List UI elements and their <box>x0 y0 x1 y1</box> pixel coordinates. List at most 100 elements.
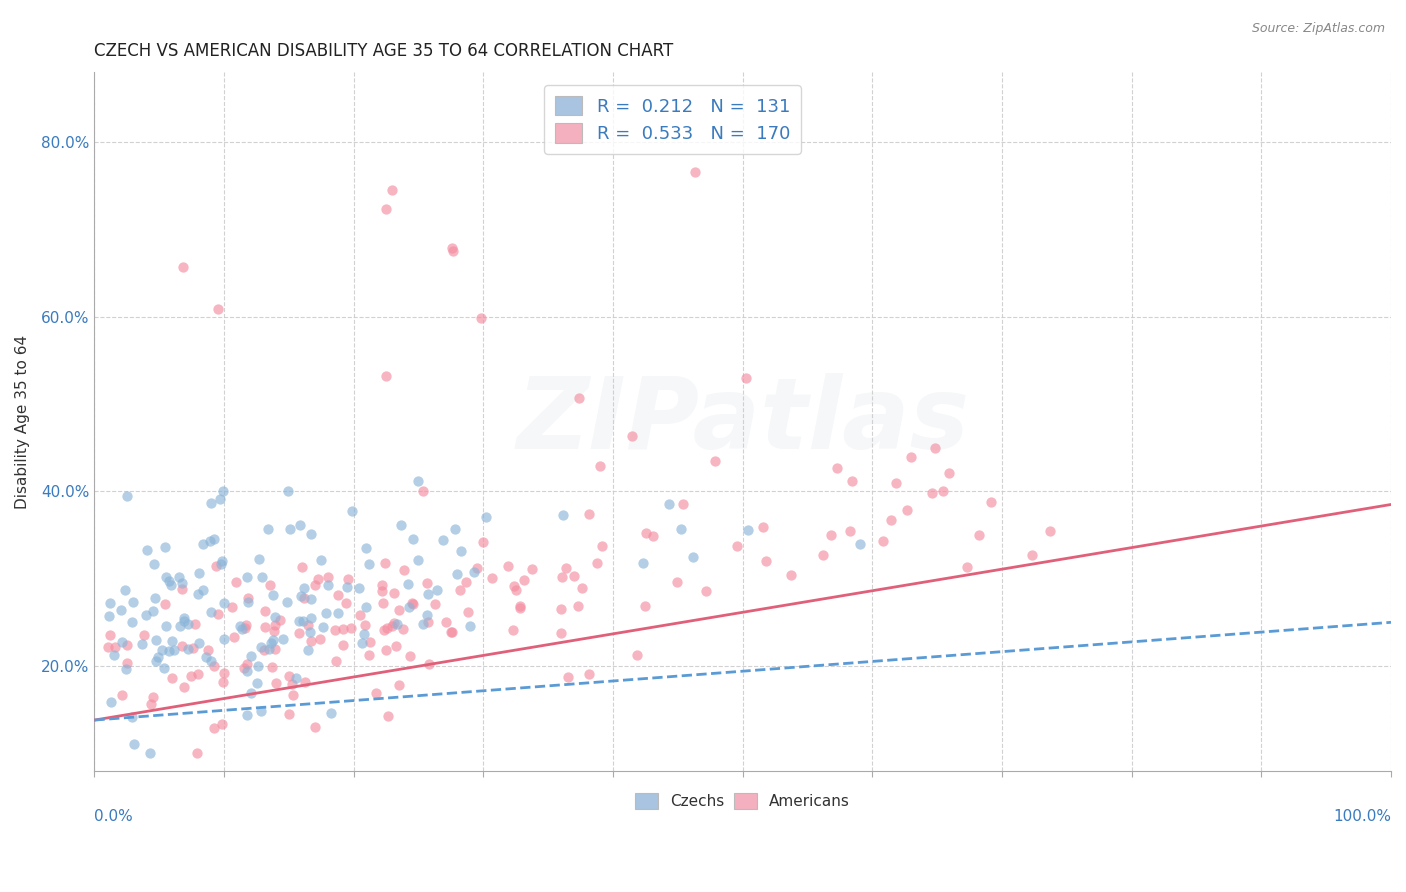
Point <box>432 533 454 548</box>
Point <box>326 588 349 602</box>
Point <box>931 483 953 498</box>
Point <box>111 635 134 649</box>
Point <box>236 707 259 722</box>
Point <box>235 618 257 632</box>
Point <box>682 549 704 564</box>
Point <box>253 642 276 657</box>
Point <box>288 518 311 533</box>
Point <box>415 608 437 623</box>
Point <box>177 642 200 657</box>
Point <box>191 537 214 551</box>
Point <box>264 676 287 690</box>
Point <box>169 619 191 633</box>
Point <box>246 659 269 673</box>
Point <box>212 484 235 499</box>
Point <box>299 611 322 625</box>
Point <box>353 627 375 641</box>
Point <box>103 648 125 662</box>
Point <box>408 553 430 567</box>
Point <box>229 618 252 632</box>
Point <box>97 640 120 654</box>
Point <box>115 638 138 652</box>
Point <box>307 573 329 587</box>
Point <box>401 597 423 611</box>
Point <box>155 570 177 584</box>
Point <box>142 558 165 572</box>
Point <box>557 671 579 685</box>
Point <box>555 561 578 575</box>
Point <box>122 595 145 609</box>
Point <box>375 643 398 657</box>
Point <box>294 674 316 689</box>
Point <box>262 632 284 647</box>
Point <box>725 539 748 553</box>
Text: 0.0%: 0.0% <box>94 809 134 824</box>
Point <box>145 654 167 668</box>
Point <box>412 616 434 631</box>
Point <box>98 628 121 642</box>
Point <box>849 537 872 551</box>
Point <box>157 574 180 588</box>
Point <box>839 524 862 538</box>
Point <box>672 498 695 512</box>
Point <box>254 605 277 619</box>
Point <box>633 599 655 613</box>
Point <box>177 616 200 631</box>
Point <box>142 690 165 705</box>
Point <box>457 605 479 619</box>
Point <box>180 669 202 683</box>
Point <box>416 615 439 629</box>
Point <box>375 621 398 635</box>
Point <box>872 534 894 549</box>
Point <box>669 522 692 536</box>
Point <box>236 570 259 584</box>
Point <box>550 625 572 640</box>
Text: Source: ZipAtlas.com: Source: ZipAtlas.com <box>1251 22 1385 36</box>
Point <box>202 532 225 546</box>
Point <box>299 624 322 639</box>
Point <box>900 450 922 465</box>
Point <box>111 689 134 703</box>
Point <box>503 579 526 593</box>
Point <box>820 528 842 542</box>
Point <box>520 562 543 576</box>
Point <box>292 581 315 595</box>
Point <box>208 491 231 506</box>
Point <box>938 466 960 480</box>
Point <box>626 648 648 662</box>
Point <box>416 576 439 591</box>
Point <box>132 627 155 641</box>
Point <box>342 504 364 518</box>
Point <box>299 592 322 607</box>
Point <box>114 582 136 597</box>
Point <box>371 578 394 592</box>
Point <box>967 528 990 542</box>
Point <box>264 609 287 624</box>
Point <box>173 610 195 624</box>
Point <box>250 640 273 654</box>
Point <box>325 655 347 669</box>
Legend: Czechs, Americans: Czechs, Americans <box>630 788 856 815</box>
Point <box>277 706 299 721</box>
Point <box>246 675 269 690</box>
Point <box>160 671 183 685</box>
Point <box>366 686 388 700</box>
Point <box>658 498 681 512</box>
Point <box>167 570 190 584</box>
Point <box>578 508 600 522</box>
Point <box>280 677 302 691</box>
Point <box>157 643 180 657</box>
Point <box>332 623 354 637</box>
Point <box>631 556 654 570</box>
Point <box>811 548 834 562</box>
Point <box>291 559 314 574</box>
Point <box>163 642 186 657</box>
Point <box>471 535 494 549</box>
Point <box>752 519 775 533</box>
Point <box>110 602 132 616</box>
Point <box>388 677 411 691</box>
Point <box>475 510 498 524</box>
Point <box>354 618 377 632</box>
Point <box>200 496 222 510</box>
Point <box>250 704 273 718</box>
